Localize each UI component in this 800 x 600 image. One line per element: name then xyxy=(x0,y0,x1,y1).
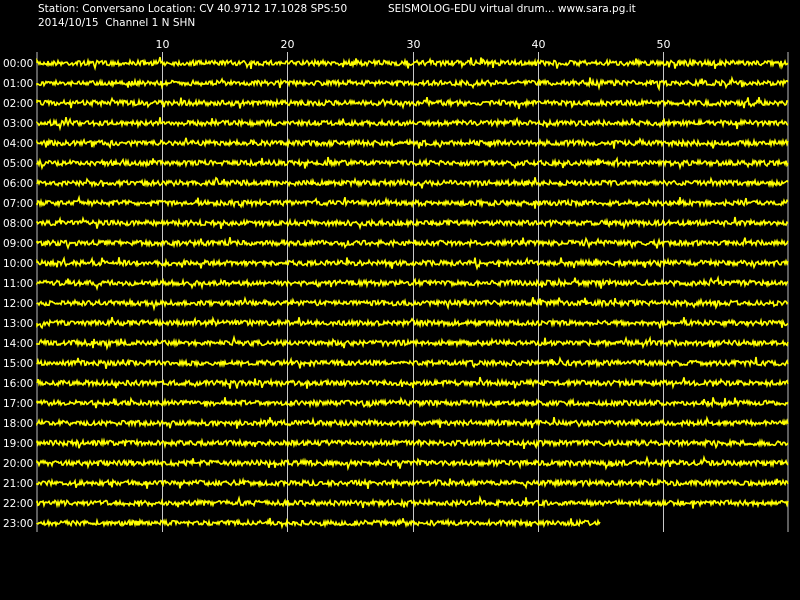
row-label-0000: 00:00 xyxy=(3,58,33,70)
trace-row-0600 xyxy=(36,176,789,189)
trace-row-1400 xyxy=(36,334,789,351)
trace-row-2200 xyxy=(36,494,789,509)
trace-row-1600 xyxy=(36,376,789,390)
row-label-2000: 20:00 xyxy=(3,458,33,470)
x-tick-label-30: 30 xyxy=(407,38,421,51)
row-label-1200: 12:00 xyxy=(3,298,33,310)
row-label-2200: 22:00 xyxy=(3,498,33,510)
header-app-title: SEISMOLOG-EDU virtual drum... www.sara.p… xyxy=(388,3,636,15)
row-label-0200: 02:00 xyxy=(3,98,33,110)
row-label-0900: 09:00 xyxy=(3,238,33,250)
row-label-1500: 15:00 xyxy=(3,358,33,370)
row-label-1600: 16:00 xyxy=(3,378,33,390)
trace-row-2100 xyxy=(36,476,789,490)
row-label-1000: 10:00 xyxy=(3,258,33,270)
trace-row-1900 xyxy=(36,437,789,450)
row-label-0700: 07:00 xyxy=(3,198,33,210)
x-tick-label-20: 20 xyxy=(281,38,295,51)
row-label-0400: 04:00 xyxy=(3,138,33,150)
row-label-1800: 18:00 xyxy=(3,418,33,430)
trace-row-2000 xyxy=(36,454,789,472)
trace-row-0800 xyxy=(36,215,789,231)
trace-row-0000 xyxy=(36,56,789,71)
trace-row-0900 xyxy=(36,236,789,251)
trace-row-0700 xyxy=(36,194,789,209)
trace-row-1100 xyxy=(36,275,789,292)
row-label-0100: 01:00 xyxy=(3,78,33,90)
row-label-1300: 13:00 xyxy=(3,318,33,330)
header-station-info: Station: Conversano Location: CV 40.9712… xyxy=(38,3,348,15)
trace-row-0200 xyxy=(36,96,789,110)
header-date-channel: 2014/10/15 Channel 1 N SHN xyxy=(38,17,196,29)
row-label-1400: 14:00 xyxy=(3,338,33,350)
trace-row-0500 xyxy=(36,156,789,171)
row-label-0800: 08:00 xyxy=(3,218,33,230)
trace-row-0100 xyxy=(36,75,789,92)
trace-row-1200 xyxy=(36,295,789,312)
row-label-2100: 21:00 xyxy=(3,478,33,490)
trace-row-1000 xyxy=(36,255,789,271)
row-label-1700: 17:00 xyxy=(3,398,33,410)
x-tick-label-50: 50 xyxy=(657,38,671,51)
trace-row-1300 xyxy=(36,315,789,330)
row-label-0600: 06:00 xyxy=(3,178,33,190)
trace-row-2300 xyxy=(36,517,601,530)
trace-row-1800 xyxy=(36,415,789,429)
row-label-1100: 11:00 xyxy=(3,278,33,290)
x-tick-label-10: 10 xyxy=(156,38,170,51)
trace-row-0400 xyxy=(36,136,789,150)
row-label-0300: 03:00 xyxy=(3,118,33,130)
trace-row-1500 xyxy=(36,356,789,369)
row-label-2300: 23:00 xyxy=(3,518,33,530)
row-label-0500: 05:00 xyxy=(3,158,33,170)
row-label-1900: 19:00 xyxy=(3,438,33,450)
trace-row-1700 xyxy=(36,396,789,410)
x-tick-label-40: 40 xyxy=(532,38,546,51)
trace-row-0300 xyxy=(36,116,789,132)
